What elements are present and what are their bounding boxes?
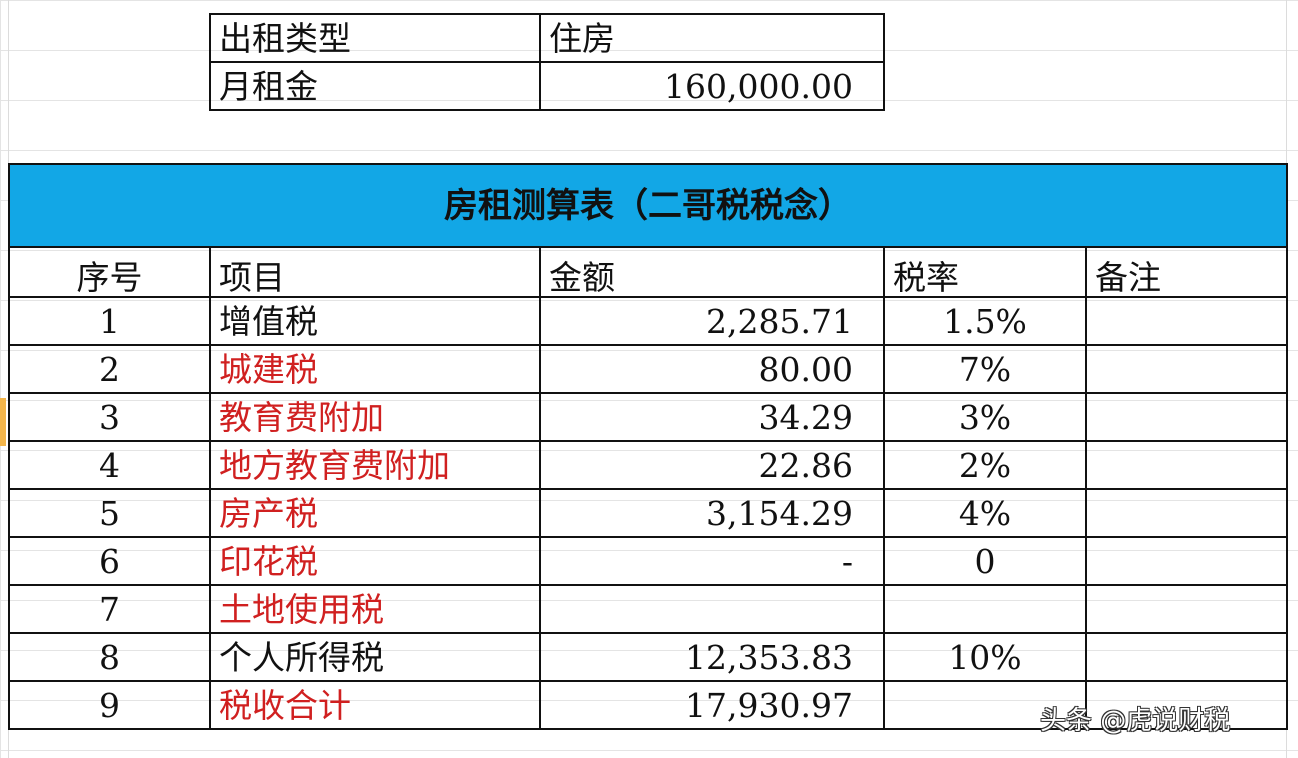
cell-rate[interactable]: 4% xyxy=(883,488,1087,538)
summary-table: 出租类型 住房 月租金 160,000.00 xyxy=(209,13,885,111)
summary-row-type: 出租类型 住房 xyxy=(209,13,885,63)
header-item[interactable]: 项目 xyxy=(209,246,541,298)
cell-no[interactable]: 6 xyxy=(8,536,211,586)
cell-rate[interactable]: 1.5% xyxy=(883,296,1087,346)
cell-note[interactable] xyxy=(1085,392,1288,442)
header-no[interactable]: 序号 xyxy=(8,246,211,298)
cell-amount[interactable] xyxy=(539,584,885,634)
cell-no[interactable]: 4 xyxy=(8,440,211,490)
cell-note[interactable] xyxy=(1085,584,1288,634)
selected-row-marker xyxy=(0,398,6,446)
cell-no[interactable]: 9 xyxy=(8,680,211,730)
table-row: 3 教育费附加 34.29 3% xyxy=(8,392,1288,442)
cell-no[interactable]: 1 xyxy=(8,296,211,346)
table-row: 1 增值税 2,285.71 1.5% xyxy=(8,296,1288,346)
cell-label[interactable]: 月租金 xyxy=(209,61,541,111)
rent-tax-table: 房租测算表（二哥税税念） 序号 项目 金额 税率 备注 1 增值税 2,285.71… xyxy=(8,163,1288,730)
cell-amount[interactable]: 22.86 xyxy=(539,440,885,490)
table-row: 2 城建税 80.00 7% xyxy=(8,344,1288,394)
cell-item[interactable]: 个人所得税 xyxy=(209,632,541,682)
cell-note[interactable] xyxy=(1085,536,1288,586)
cell-note[interactable] xyxy=(1085,296,1288,346)
cell-amount[interactable]: 2,285.71 xyxy=(539,296,885,346)
table-title[interactable]: 房租测算表（二哥税税念） xyxy=(8,163,1288,248)
cell-note[interactable] xyxy=(1085,488,1288,538)
cell-no[interactable]: 2 xyxy=(8,344,211,394)
table-row: 5 房产税 3,154.29 4% xyxy=(8,488,1288,538)
cell-label[interactable]: 出租类型 xyxy=(209,13,541,63)
cell-note[interactable] xyxy=(1085,632,1288,682)
header-row: 序号 项目 金额 税率 备注 xyxy=(8,246,1288,298)
table-row: 9 税收合计 17,930.97 xyxy=(8,680,1288,730)
table-row: 4 地方教育费附加 22.86 2% xyxy=(8,440,1288,490)
cell-rate[interactable] xyxy=(883,680,1087,730)
cell-rate[interactable]: 7% xyxy=(883,344,1087,394)
cell-no[interactable]: 3 xyxy=(8,392,211,442)
cell-no[interactable]: 5 xyxy=(8,488,211,538)
cell-item[interactable]: 城建税 xyxy=(209,344,541,394)
cell-item[interactable]: 地方教育费附加 xyxy=(209,440,541,490)
cell-rate[interactable]: 10% xyxy=(883,632,1087,682)
cell-no[interactable]: 8 xyxy=(8,632,211,682)
cell-note[interactable] xyxy=(1085,344,1288,394)
cell-amount[interactable]: 34.29 xyxy=(539,392,885,442)
cell-item[interactable]: 房产税 xyxy=(209,488,541,538)
cell-amount[interactable]: - xyxy=(539,536,885,586)
header-amount[interactable]: 金额 xyxy=(539,246,885,298)
cell-item[interactable]: 印花税 xyxy=(209,536,541,586)
cell-amount[interactable]: 12,353.83 xyxy=(539,632,885,682)
cell-rate[interactable]: 3% xyxy=(883,392,1087,442)
cell-note[interactable] xyxy=(1085,680,1288,730)
table-row: 6 印花税 -0 xyxy=(8,536,1288,586)
cell-rate[interactable] xyxy=(883,584,1087,634)
cell-item[interactable]: 税收合计 xyxy=(209,680,541,730)
cell-amount[interactable]: 17,930.97 xyxy=(539,680,885,730)
table-row: 7 土地使用税 xyxy=(8,584,1288,634)
cell-rate[interactable]: 2% xyxy=(883,440,1087,490)
header-rate[interactable]: 税率 xyxy=(883,246,1087,298)
cell-item[interactable]: 土地使用税 xyxy=(209,584,541,634)
cell-item[interactable]: 增值税 xyxy=(209,296,541,346)
cell-value[interactable]: 160,000.00 xyxy=(539,61,885,111)
cell-note[interactable] xyxy=(1085,440,1288,490)
header-note[interactable]: 备注 xyxy=(1085,246,1288,298)
cell-no[interactable]: 7 xyxy=(8,584,211,634)
summary-row-rent: 月租金 160,000.00 xyxy=(209,61,885,111)
cell-amount[interactable]: 80.00 xyxy=(539,344,885,394)
cell-item[interactable]: 教育费附加 xyxy=(209,392,541,442)
cell-rate[interactable]: 0 xyxy=(883,536,1087,586)
cell-amount[interactable]: 3,154.29 xyxy=(539,488,885,538)
cell-value[interactable]: 住房 xyxy=(539,13,885,63)
watermark: 头条 @虎说财税 xyxy=(1040,706,1231,736)
table-row: 8 个人所得税 12,353.83 10% xyxy=(8,632,1288,682)
